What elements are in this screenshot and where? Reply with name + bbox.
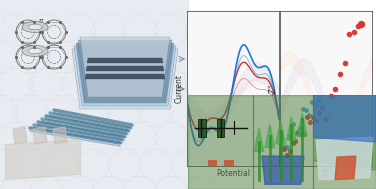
Polygon shape: [13, 127, 27, 144]
Point: [351, 31, 357, 34]
Bar: [0, 0, 188, 189]
Text: $\pi$: $\pi$: [38, 17, 44, 25]
Polygon shape: [76, 43, 174, 103]
Point: [284, 154, 290, 157]
Polygon shape: [87, 58, 163, 63]
Point: [290, 141, 296, 144]
Point: [303, 109, 309, 112]
Point: [295, 131, 301, 134]
Point: [304, 115, 310, 119]
Point: [310, 115, 316, 118]
Ellipse shape: [22, 46, 48, 57]
Point: [313, 119, 319, 122]
Polygon shape: [78, 40, 172, 100]
Point: [341, 61, 347, 64]
Bar: [208, 160, 217, 166]
Point: [316, 99, 322, 102]
Point: [328, 95, 334, 98]
Polygon shape: [316, 137, 373, 180]
Point: [287, 134, 293, 137]
Polygon shape: [80, 37, 170, 97]
Polygon shape: [85, 74, 165, 79]
Y-axis label: -Z": -Z": [268, 83, 277, 94]
Polygon shape: [262, 156, 304, 184]
Point: [337, 73, 343, 76]
Point: [287, 150, 293, 153]
Polygon shape: [265, 124, 274, 148]
Point: [316, 112, 322, 115]
Point: [318, 105, 324, 108]
Polygon shape: [335, 156, 356, 180]
Polygon shape: [276, 120, 285, 144]
Ellipse shape: [28, 48, 42, 54]
Polygon shape: [53, 127, 67, 144]
Point: [297, 126, 303, 129]
Ellipse shape: [22, 22, 48, 33]
Polygon shape: [86, 66, 164, 71]
Bar: [224, 160, 233, 166]
Point: [312, 104, 318, 107]
Polygon shape: [297, 113, 307, 136]
Ellipse shape: [28, 24, 42, 30]
Point: [307, 120, 313, 123]
Polygon shape: [254, 128, 264, 151]
Polygon shape: [72, 49, 178, 109]
Bar: [198, 119, 206, 137]
Point: [281, 146, 287, 149]
Polygon shape: [313, 95, 376, 170]
Point: [294, 131, 300, 134]
Polygon shape: [287, 117, 296, 140]
Point: [306, 114, 312, 117]
Point: [284, 146, 290, 149]
Point: [323, 118, 329, 121]
Point: [309, 101, 315, 104]
Point: [301, 132, 307, 135]
Polygon shape: [33, 127, 47, 144]
Y-axis label: Current: Current: [175, 74, 184, 103]
X-axis label: Z': Z': [323, 169, 330, 178]
Polygon shape: [313, 95, 376, 142]
Point: [300, 108, 306, 111]
Point: [332, 88, 338, 91]
Point: [290, 123, 296, 126]
Point: [346, 33, 352, 36]
Point: [293, 140, 299, 143]
Polygon shape: [74, 46, 176, 106]
Point: [281, 147, 287, 150]
Point: [355, 24, 361, 27]
Point: [298, 133, 304, 136]
Bar: [217, 119, 224, 137]
Point: [358, 22, 364, 25]
X-axis label: Potential: Potential: [216, 169, 250, 178]
